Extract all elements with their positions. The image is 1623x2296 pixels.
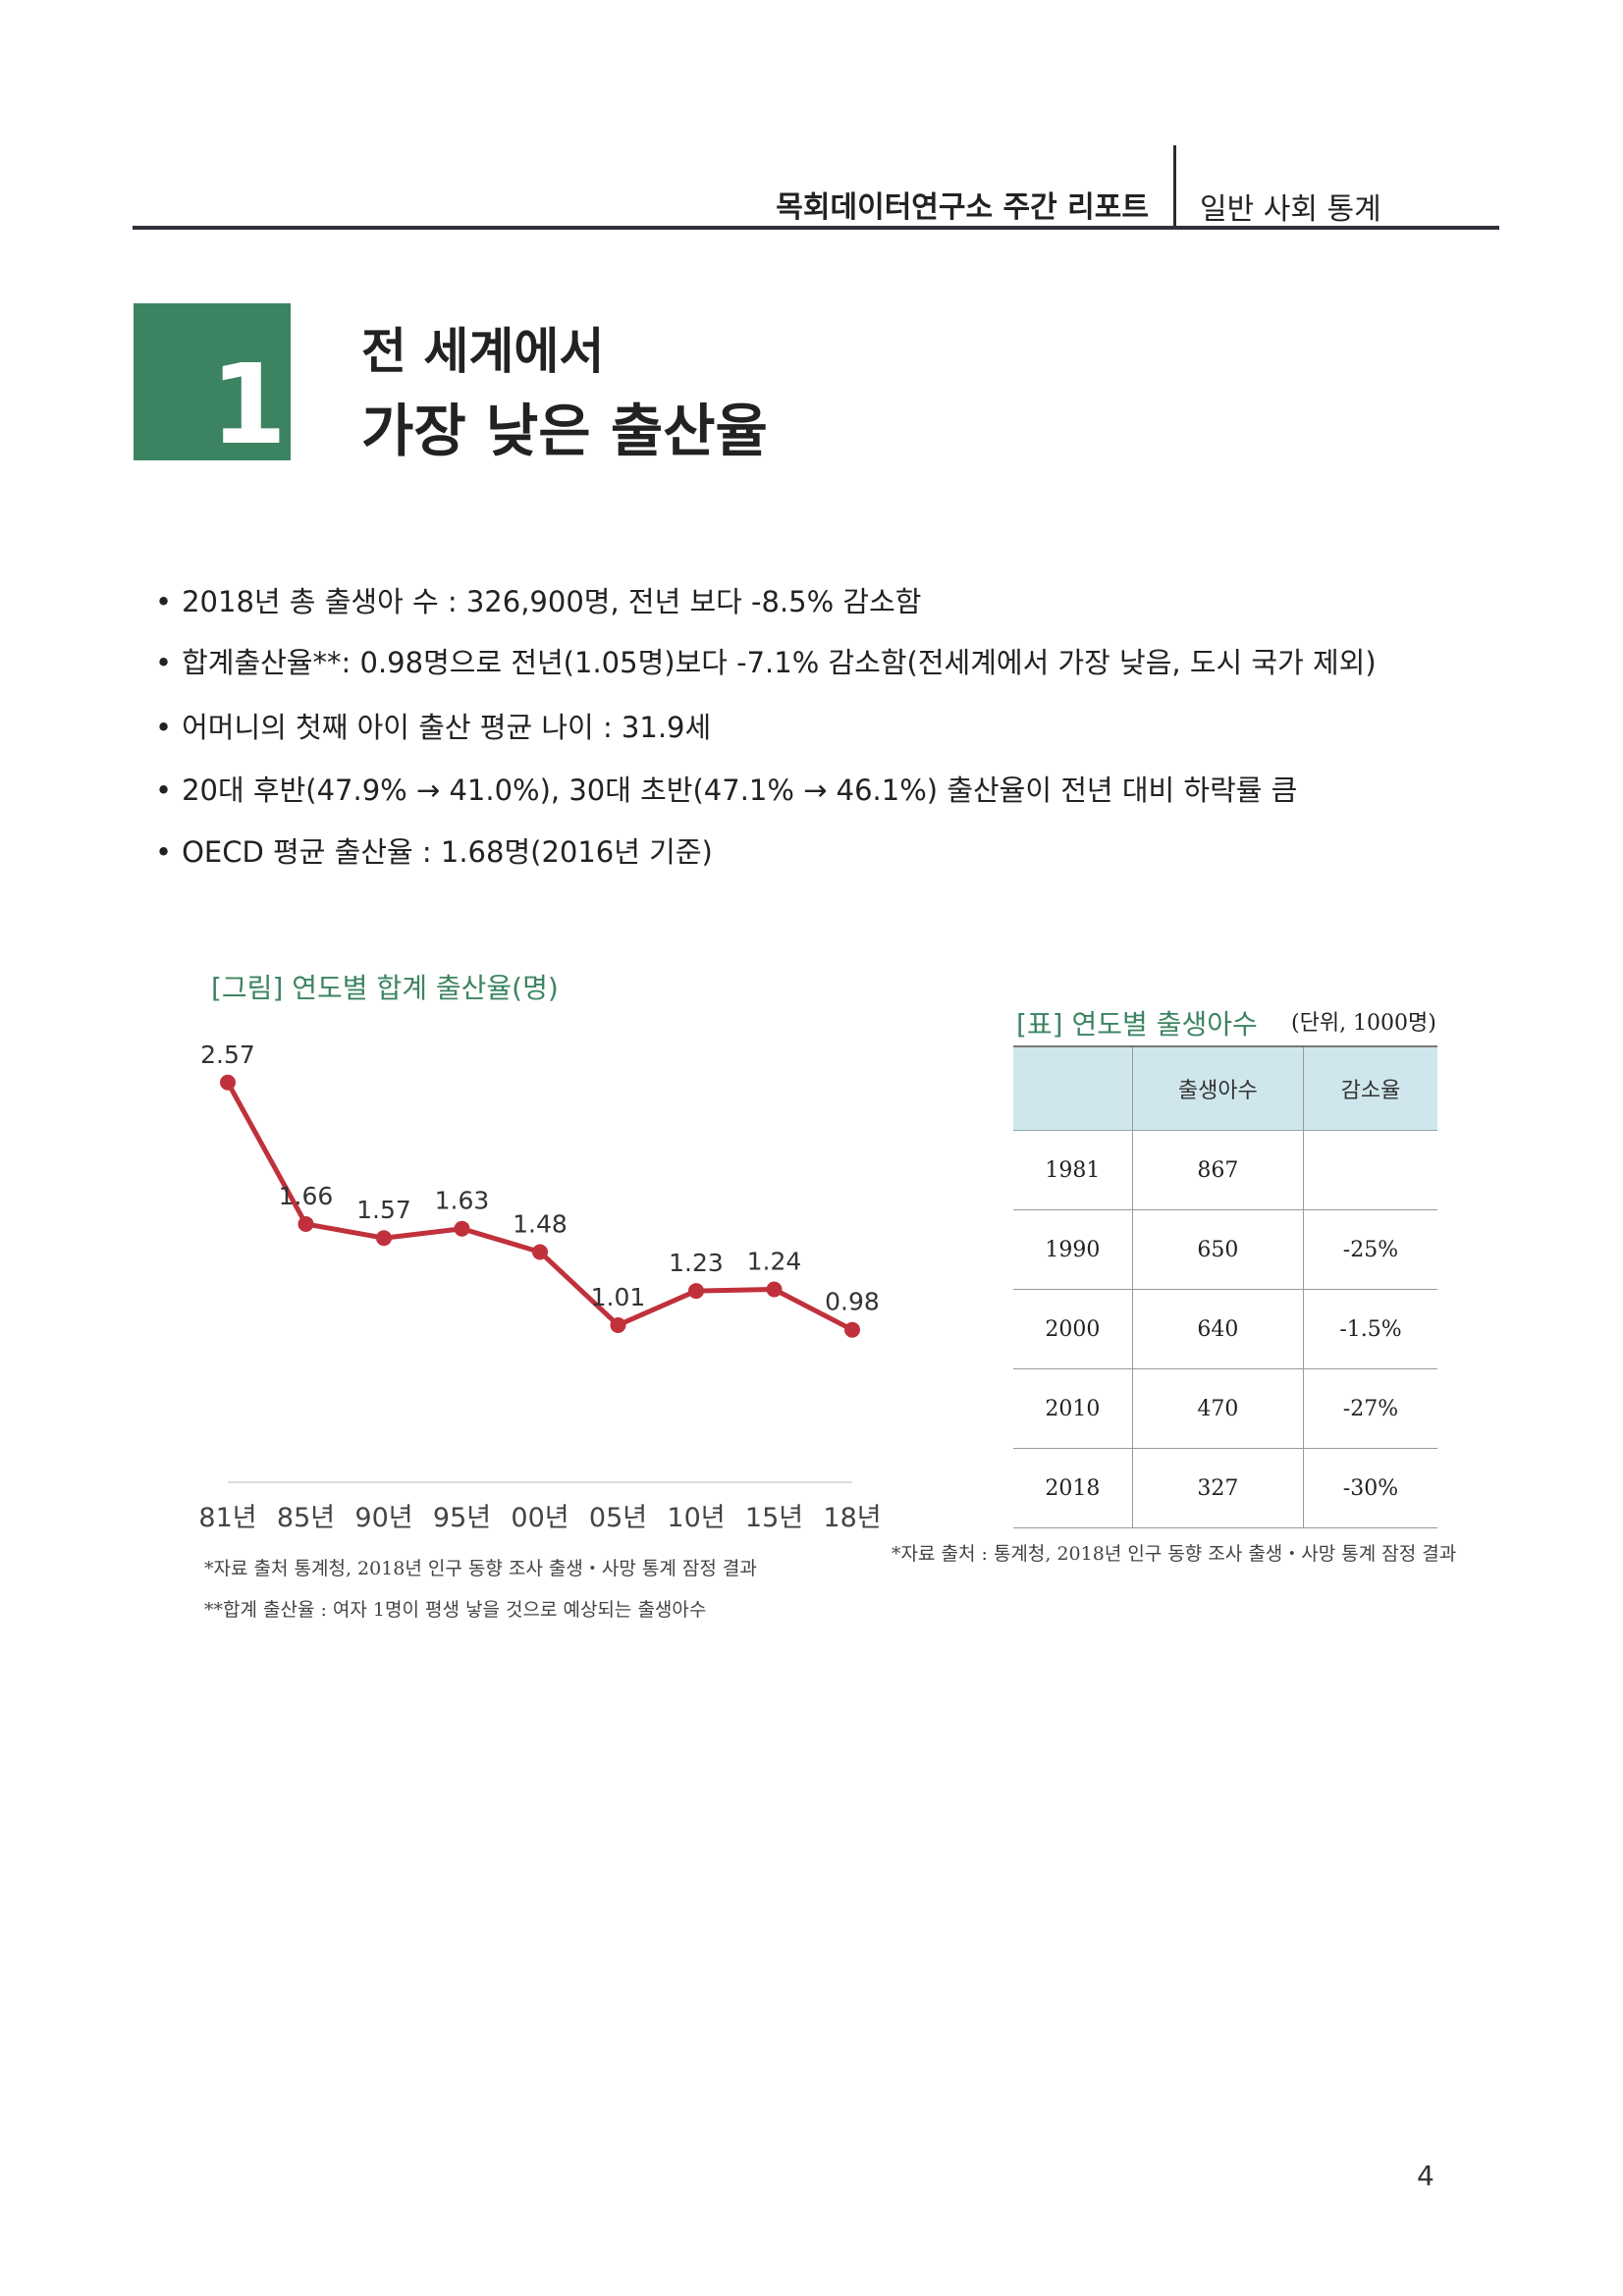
bullet-text: 2018년 총 출생아 수 : 326,900명, 전년 보다 -8.5% 감소…	[182, 585, 922, 618]
table-header-cell: 출생아수	[1131, 1045, 1304, 1131]
data-point	[688, 1283, 704, 1300]
data-label: 1.01	[591, 1283, 646, 1311]
x-tick-label: 05년	[589, 1503, 647, 1533]
header-rule	[133, 226, 1499, 230]
births-cell: 327	[1131, 1448, 1304, 1528]
bullet-marker: •	[155, 646, 173, 679]
x-tick-label: 81년	[198, 1503, 256, 1533]
table-row: 2018 327 -30%	[1013, 1448, 1437, 1528]
table-header-cell	[1013, 1045, 1133, 1131]
table-row: 2010 470 -27%	[1013, 1368, 1437, 1449]
data-point	[766, 1281, 783, 1298]
birth-rate-line-chart: 2.57 81년 1.66 85년 1.57 90년 1.63 95년 1.48 00년 1.01 0…	[198, 1041, 881, 1533]
bullet-marker: •	[155, 835, 173, 869]
decline-cell: -27%	[1302, 1368, 1437, 1449]
births-cell: 640	[1131, 1289, 1304, 1369]
table-row: 1981 867	[1013, 1130, 1437, 1210]
x-tick-label: 95년	[433, 1503, 491, 1533]
data-point	[532, 1244, 548, 1260]
year-cell: 2000	[1013, 1289, 1133, 1369]
data-label: 1.23	[669, 1249, 724, 1277]
x-tick-label: 10년	[667, 1503, 725, 1533]
x-tick-label: 15년	[745, 1503, 803, 1533]
data-label: 2.57	[200, 1041, 255, 1069]
bullet-marker: •	[155, 711, 173, 744]
data-point	[610, 1316, 626, 1333]
table-row: 2000 640 -1.5%	[1013, 1289, 1437, 1369]
data-label: 0.98	[825, 1288, 880, 1316]
x-tick-label: 18년	[823, 1503, 881, 1533]
births-table: 출생아수 감소율 1981 867 1990 650 -25% 2000 640…	[1013, 1045, 1437, 1528]
bullet-text: 어머니의 첫째 아이 출산 평균 나이 : 31.9세	[182, 711, 712, 744]
decline-cell: -30%	[1302, 1448, 1437, 1528]
bullet-marker: •	[155, 585, 173, 618]
bullet-text: 20대 후반(47.9% → 41.0%), 30대 초반(47.1% → 46…	[182, 774, 1298, 807]
bullet-text: 합계출산율**: 0.98명으로 전년(1.05명)보다 -7.1% 감소함(전…	[182, 646, 1377, 679]
section-number-box: 1	[134, 303, 291, 460]
decline-cell	[1302, 1130, 1437, 1210]
data-point	[376, 1230, 392, 1247]
year-cell: 1990	[1013, 1209, 1133, 1290]
data-point	[844, 1321, 860, 1338]
data-label: 1.57	[356, 1196, 411, 1224]
table-row: 1990 650 -25%	[1013, 1209, 1437, 1290]
table-header-cell: 감소율	[1302, 1045, 1437, 1131]
bullet-item: • 2018년 총 출생아 수 : 326,900명, 전년 보다 -8.5% 감…	[155, 579, 921, 620]
page-number: 4	[1417, 2160, 1434, 2192]
table-caption: [표] 연도별 출생아수	[1016, 1008, 1258, 1041]
table-header-row: 출생아수 감소율	[1013, 1045, 1437, 1131]
data-point	[298, 1215, 314, 1232]
decline-cell: -25%	[1302, 1209, 1437, 1290]
data-label: 1.48	[513, 1209, 568, 1238]
decline-cell: -1.5%	[1302, 1289, 1437, 1369]
births-cell: 867	[1131, 1130, 1304, 1210]
data-point	[220, 1074, 236, 1091]
chart-caption: [그림] 연도별 합계 출산율(명)	[211, 972, 559, 1004]
x-tick-label: 00년	[511, 1503, 568, 1533]
data-label: 1.63	[435, 1187, 490, 1215]
section-title-line2: 가장 낮은 출산율	[361, 398, 768, 464]
bullet-item: • OECD 평균 출산율 : 1.68명(2016년 기준)	[155, 829, 713, 871]
births-cell: 470	[1131, 1368, 1304, 1449]
bullet-item: • 어머니의 첫째 아이 출산 평균 나이 : 31.9세	[155, 705, 711, 746]
section-name: 일반 사회 통계	[1200, 192, 1381, 227]
chart-source-note: *자료 출처 통계청, 2018년 인구 동향 조사 출생・사망 통계 잠정 결…	[204, 1558, 757, 1579]
report-title: 목회데이터연구소 주간 리포트	[776, 190, 1149, 225]
year-cell: 2018	[1013, 1448, 1133, 1528]
bullet-item: • 20대 후반(47.9% → 41.0%), 30대 초반(47.1% → 4…	[155, 768, 1297, 809]
table-source-note: *자료 출처 : 통계청, 2018년 인구 동향 조사 출생・사망 통계 잠정…	[892, 1543, 1457, 1565]
bullet-marker: •	[155, 774, 173, 807]
year-cell: 1981	[1013, 1130, 1133, 1210]
section-title-line1: 전 세계에서	[361, 323, 605, 380]
data-point	[454, 1220, 470, 1237]
header-divider	[1173, 145, 1176, 228]
chart-definition-note: **합계 출산율 : 여자 1명이 평생 낳을 것으로 예상되는 출생아수	[204, 1599, 707, 1621]
bullet-text: OECD 평균 출산율 : 1.68명(2016년 기준)	[182, 835, 713, 869]
x-tick-label: 85년	[277, 1503, 335, 1533]
bullet-item: • 합계출산율**: 0.98명으로 전년(1.05명)보다 -7.1% 감소함(…	[155, 640, 1377, 681]
data-label: 1.66	[279, 1182, 334, 1210]
table-unit: (단위, 1000명)	[1291, 1011, 1436, 1036]
births-cell: 650	[1131, 1209, 1304, 1290]
section-number: 1	[210, 342, 287, 469]
year-cell: 2010	[1013, 1368, 1133, 1449]
x-tick-label: 90년	[354, 1503, 412, 1533]
data-label: 1.24	[747, 1248, 802, 1276]
